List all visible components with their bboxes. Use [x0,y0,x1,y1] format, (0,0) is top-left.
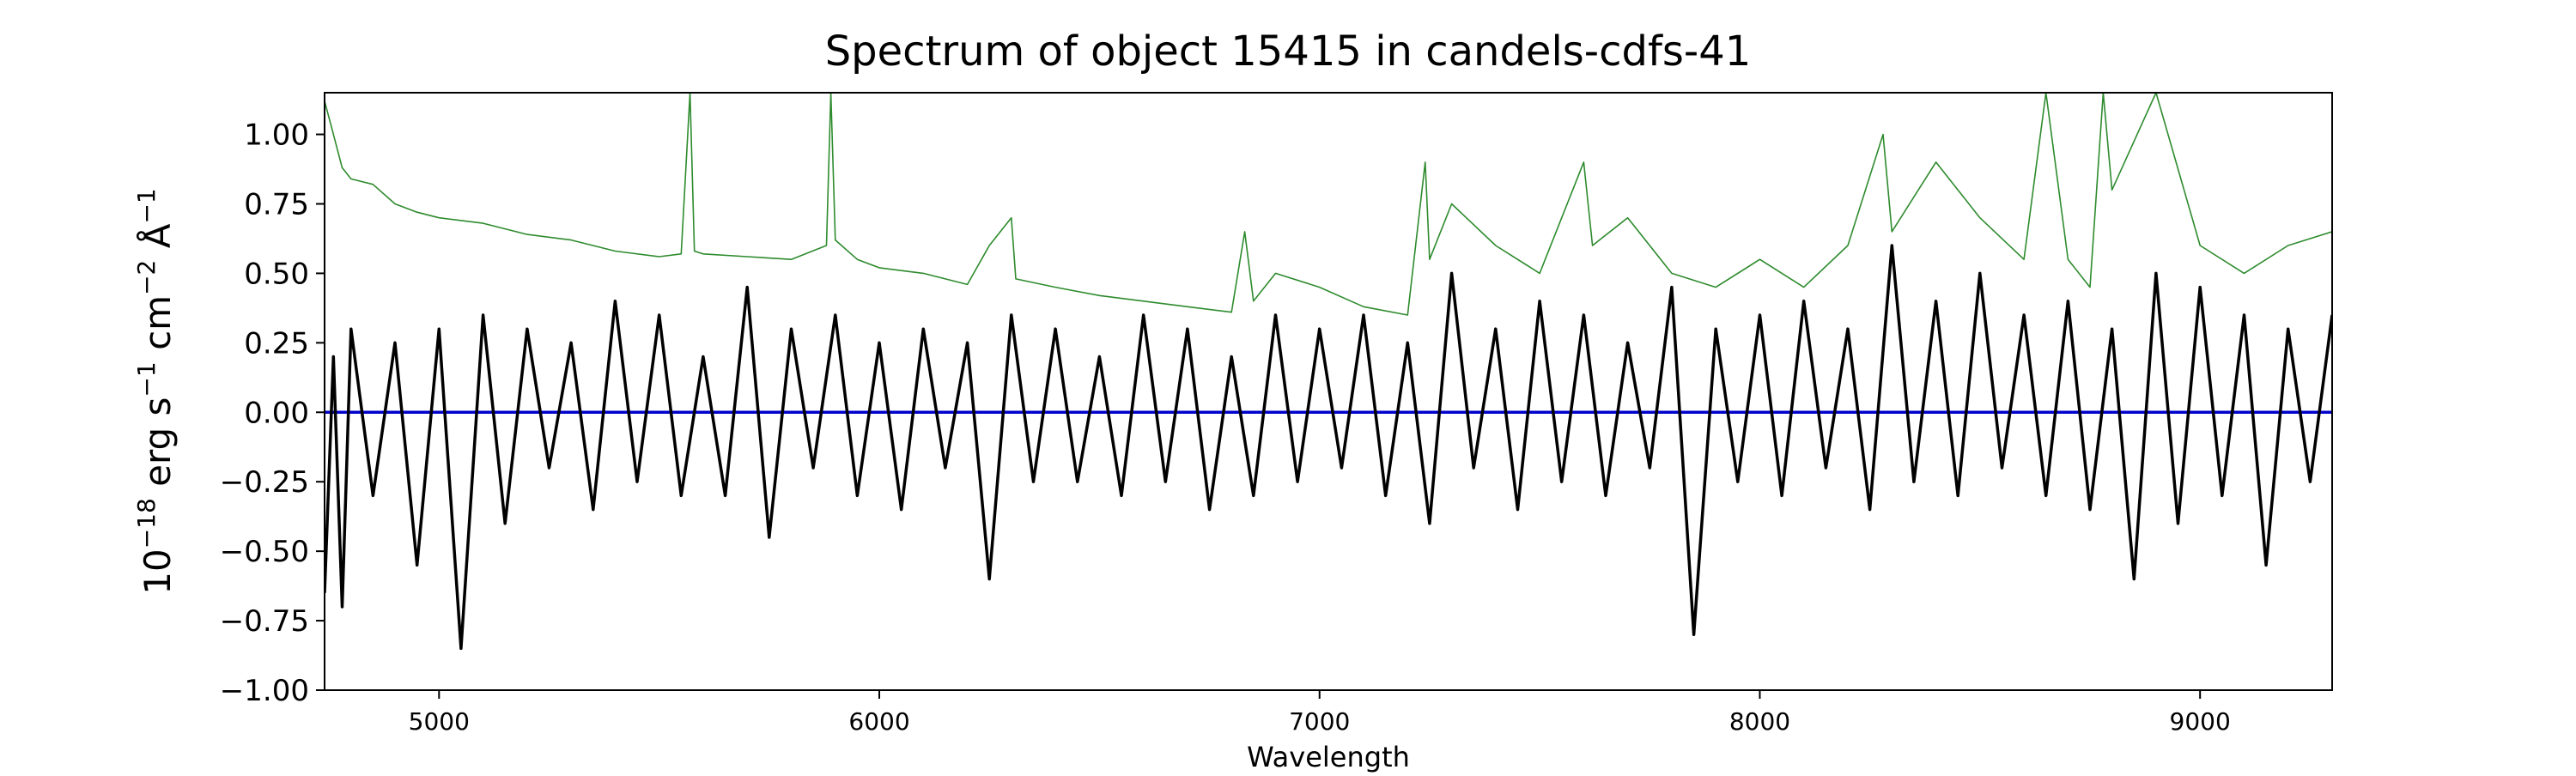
y-axis-label-text-1: erg s [137,397,179,499]
y-axis-label-text-2: cm [137,295,179,361]
y-tick-label: −1.00 [220,674,309,708]
x-tick-label: 8000 [1729,707,1790,736]
y-axis-label: 10−18 erg s−1 cm−2 Å−1 [132,188,179,594]
y-tick-label: 0.00 [244,396,309,430]
y-axis-label-exp-4: −1 [132,188,161,223]
y-axis-label-text-3: Å [136,223,179,259]
y-tick-label: −0.75 [220,604,309,639]
y-axis-label-exp-2: −1 [132,361,161,397]
y-tick-label: 0.75 [244,187,309,221]
x-tick-label: 5000 [409,707,470,736]
plot-frame [324,92,2333,691]
y-tick-label: 1.00 [244,118,309,153]
x-tick-label: 6000 [848,707,909,736]
y-axis-label-exp-3: −2 [132,260,161,295]
error-series-line [325,93,2332,316]
chart-title: Spectrum of object 15415 in candels-cdfs… [824,27,1752,76]
y-axis-label-exp-1: −18 [132,498,161,549]
y-tick-label: 0.50 [244,257,309,291]
x-tick-label: 9000 [2170,707,2231,736]
y-tick-label: −0.50 [220,535,309,569]
y-axis-label-base: 10 [137,549,179,594]
x-axis-label: Wavelength [1247,741,1410,773]
y-tick-label: −0.25 [220,465,309,500]
x-tick-label: 7000 [1289,707,1350,736]
flux-series-line [325,244,2332,651]
y-tick-label: 0.25 [244,326,309,361]
